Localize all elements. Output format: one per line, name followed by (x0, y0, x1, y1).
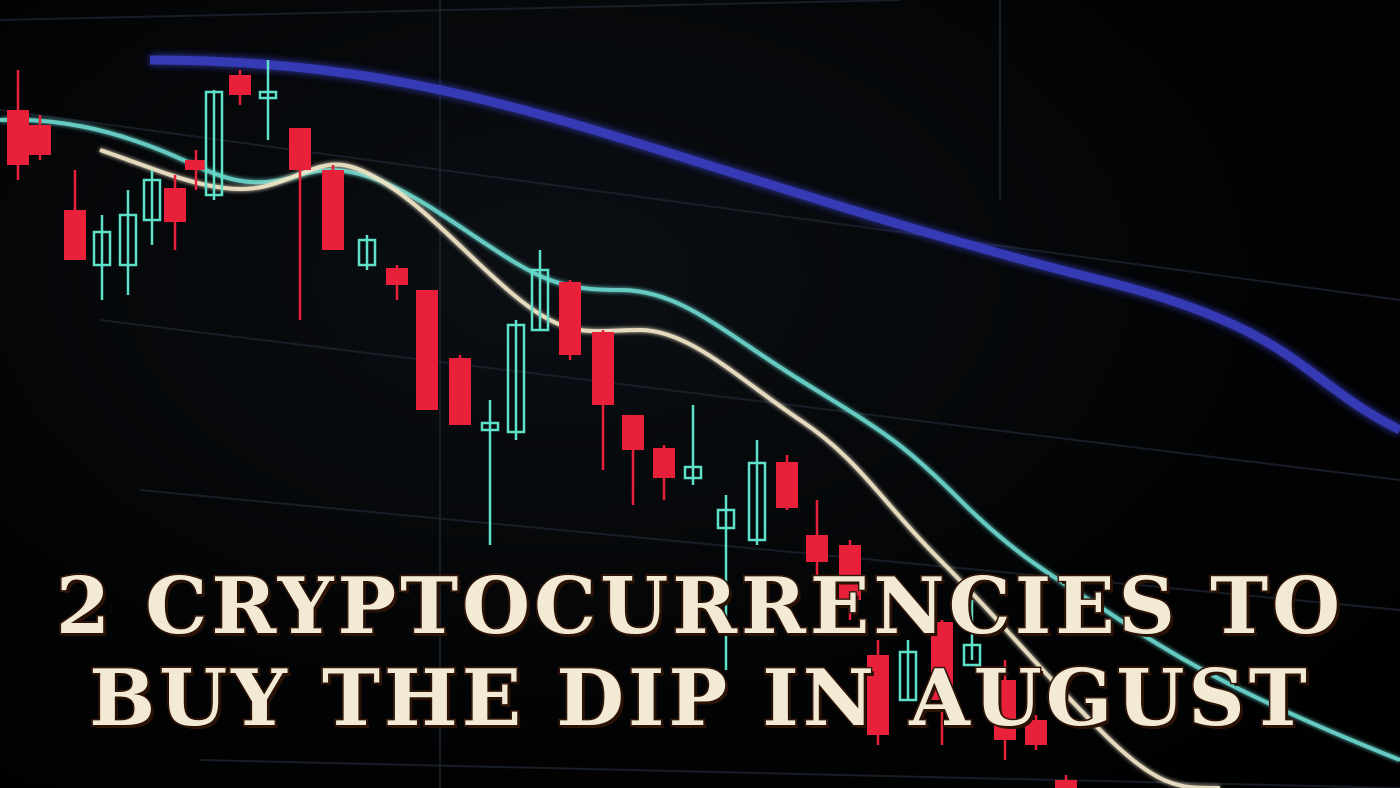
candle-body (683, 465, 703, 480)
bullish-candle (716, 495, 736, 670)
bearish-candle (839, 540, 861, 620)
bearish-candle (1025, 715, 1047, 750)
bearish-candle (164, 175, 186, 250)
candle-body (747, 461, 767, 542)
candle-body (322, 170, 344, 250)
candle-body (64, 210, 86, 260)
bearish-candle (416, 290, 438, 410)
candle-body (1025, 720, 1047, 745)
candle-body (839, 545, 861, 600)
bearish-candle (7, 70, 29, 180)
candle-body (653, 448, 675, 478)
bearish-candle (867, 640, 889, 745)
candle-body (480, 421, 500, 432)
bearish-candle (64, 170, 86, 260)
grid-line (199, 759, 1400, 788)
candle-body (449, 358, 471, 425)
bullish-candle (357, 235, 377, 270)
candle-body (592, 332, 614, 405)
bullish-candle (747, 440, 767, 545)
bullish-candle (898, 640, 918, 702)
candle-body (622, 415, 644, 450)
bearish-candle (386, 265, 408, 300)
candlesticks (7, 60, 1077, 788)
bullish-candle (142, 170, 162, 245)
bearish-candle (592, 330, 614, 470)
candle-body (118, 213, 138, 267)
candle-body (7, 110, 29, 165)
bearish-candle (185, 150, 207, 190)
candle-body (559, 282, 581, 355)
candle-body (962, 643, 982, 667)
candle-body (806, 535, 828, 562)
headline-line-1: 2 CRYPTOCURRENCIES TO (54, 561, 1345, 652)
candle-body (289, 128, 311, 170)
candle-body (416, 290, 438, 410)
bearish-candle (931, 620, 953, 745)
candle-body (142, 178, 162, 222)
candle-body (164, 188, 186, 222)
fast-moving-average (99, 148, 1220, 788)
candle-body (931, 622, 953, 700)
bullish-candle (530, 250, 550, 332)
bearish-candle (1055, 775, 1077, 788)
grid-line (0, 0, 901, 21)
grid-line (0, 109, 1400, 301)
candle-body (1055, 780, 1077, 788)
candle-body (506, 323, 526, 434)
candle-body (357, 238, 377, 267)
candle-body (229, 75, 251, 95)
bullish-candle (962, 600, 982, 667)
bearish-candle (994, 660, 1016, 760)
grid-line (139, 489, 1400, 611)
bullish-candle (506, 320, 526, 440)
candle-body (92, 230, 112, 267)
candle-body (716, 508, 736, 530)
candle-body (867, 655, 889, 735)
slow-moving-average (149, 55, 1400, 435)
bullish-candle (204, 90, 224, 200)
bearish-candle (776, 455, 798, 510)
candle-body (29, 125, 51, 155)
bearish-candle (806, 500, 828, 580)
bullish-candle (118, 190, 138, 295)
bullish-candle (258, 60, 278, 140)
candle-body (258, 90, 278, 100)
grid-line (99, 319, 1400, 481)
bullish-candle (480, 400, 500, 545)
bearish-candle (322, 165, 344, 250)
candle-body (185, 160, 207, 170)
bearish-candle (29, 115, 51, 160)
candle-body (898, 650, 918, 702)
bullish-candle (92, 215, 112, 300)
bearish-candle (229, 70, 251, 105)
candle-body (204, 90, 224, 197)
headline-line-2: BUY THE DIP IN AUGUST (88, 653, 1311, 744)
bullish-candle (683, 405, 703, 485)
candle-body (776, 462, 798, 508)
candle-body (530, 268, 550, 332)
bearish-candle (622, 415, 644, 505)
bearish-candle (289, 128, 311, 320)
bearish-candle (449, 355, 471, 425)
candle-body (386, 268, 408, 285)
bearish-candle (653, 445, 675, 500)
candle-body (994, 680, 1016, 740)
bearish-candle (559, 280, 581, 360)
